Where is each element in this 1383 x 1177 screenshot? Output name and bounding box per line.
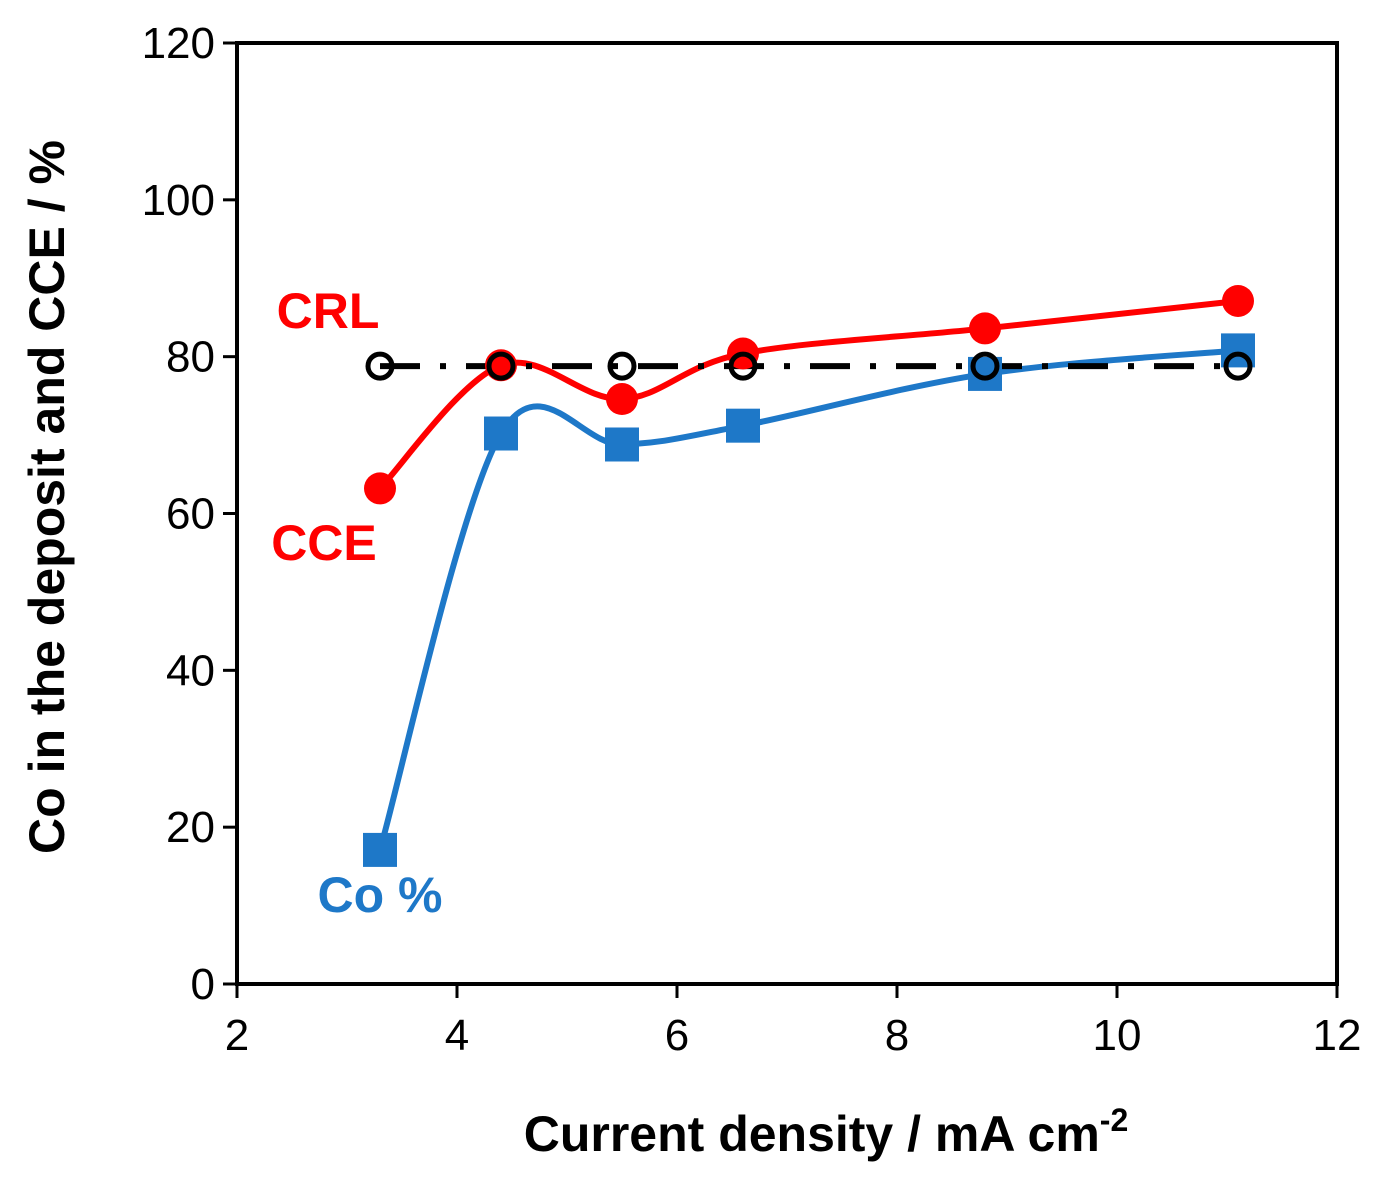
x-tick-label: 6 (665, 1011, 689, 1060)
cce-series-line (377, 298, 1239, 491)
y-axis-title: Co in the deposit and CCE / % (19, 140, 75, 854)
co-point (605, 427, 639, 462)
co-point (363, 832, 397, 867)
x-axis-title-main: Current density / mA cm (524, 1106, 1100, 1162)
x-axis-title: Current density / mA cm-2 (524, 1102, 1129, 1162)
crl-label: CRL (277, 283, 380, 339)
co-percent-label: Co % (318, 867, 443, 923)
x-tick-label: 4 (445, 1011, 469, 1060)
cce-point (364, 472, 396, 505)
plot-frame (235, 41, 1339, 986)
axis-titles: Current density / mA cm-2 Co in the depo… (19, 140, 1128, 1162)
y-tick-label: 80 (166, 333, 215, 382)
series-labels: CRL CCE Co % (271, 283, 442, 923)
crl-point (1223, 351, 1253, 381)
crl-point (486, 351, 516, 381)
co-point (484, 416, 518, 451)
cce-point (1222, 284, 1254, 317)
axes: 0 20 40 60 80 100 120 2 4 6 8 10 12 (142, 19, 1362, 1060)
series-markers (363, 284, 1255, 867)
cce-label: CCE (271, 515, 377, 571)
y-tick-label: 40 (166, 646, 215, 695)
y-tick-label: 20 (166, 803, 215, 852)
crl-point (607, 351, 637, 381)
x-axis-title-superscript: -2 (1100, 1102, 1128, 1138)
co-point (726, 408, 760, 443)
x-tick-label: 10 (1093, 1011, 1142, 1060)
x-tick-label: 8 (885, 1011, 909, 1060)
crl-point (970, 351, 1000, 381)
y-tick-label: 0 (191, 960, 215, 1009)
crl-point (728, 351, 758, 381)
co-series-line (377, 347, 1239, 851)
crl-point (365, 351, 395, 381)
y-tick-label: 60 (166, 490, 215, 539)
y-tick-label: 100 (142, 176, 215, 225)
cce-point (969, 312, 1001, 345)
y-tick-label: 120 (142, 19, 215, 68)
cce-point (606, 383, 638, 416)
x-tick-label: 2 (225, 1011, 249, 1060)
x-tick-label: 12 (1313, 1011, 1362, 1060)
series-lines (377, 298, 1239, 851)
